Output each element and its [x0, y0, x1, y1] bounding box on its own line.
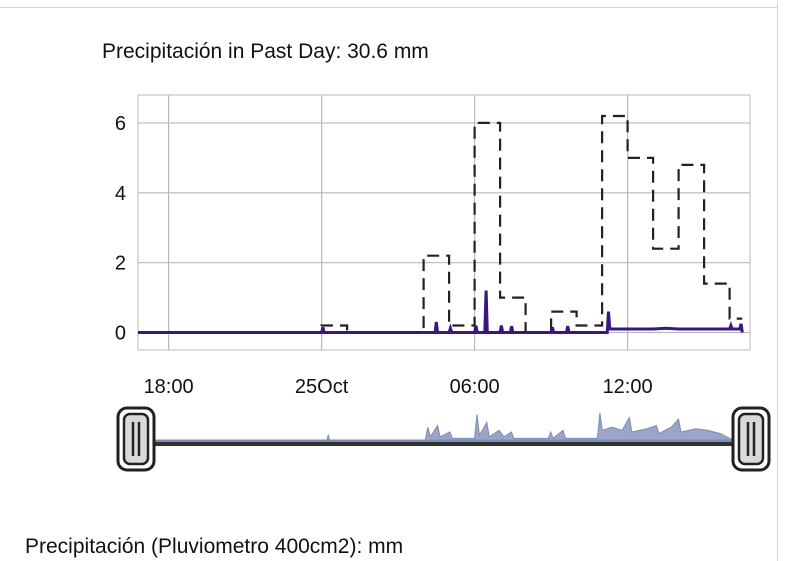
rate-series-line: [138, 114, 743, 334]
x-tick-label: 25Oct: [295, 376, 349, 398]
handle-inner[interactable]: [737, 412, 765, 466]
panel-top-border: [0, 0, 778, 8]
chart-panel: Precipitación in Past Day: 30.6 mm 0 2 4 6 1…: [0, 0, 778, 561]
range-navigator[interactable]: [116, 406, 771, 472]
y-tick-label: 0: [115, 323, 126, 345]
navigator-right-handle[interactable]: [731, 406, 771, 472]
x-tick-label: 18:00: [144, 376, 194, 398]
y-tick-label: 6: [115, 113, 126, 135]
handle-inner[interactable]: [122, 412, 150, 466]
axis-tick-labels: 0 2 4 6 18:00 25Oct 06:00 12:00: [115, 113, 653, 398]
chart-series: [138, 114, 744, 334]
chart-title: Precipitación in Past Day: 30.6 mm: [102, 40, 429, 63]
navigator-area: [150, 412, 733, 441]
plot-frame: [137, 94, 751, 351]
amount-series-line: [138, 290, 744, 334]
chart-grid: [137, 94, 751, 351]
navigator-left-handle[interactable]: [116, 406, 156, 472]
y-tick-label: 2: [115, 253, 126, 275]
next-chart-label: Precipitación (Pluviometro 400cm2): mm: [25, 535, 404, 558]
y-tick-label: 4: [115, 183, 126, 205]
x-tick-label: 12:00: [603, 376, 653, 398]
navigator-track[interactable]: [135, 441, 755, 446]
x-tick-label: 06:00: [450, 376, 500, 398]
